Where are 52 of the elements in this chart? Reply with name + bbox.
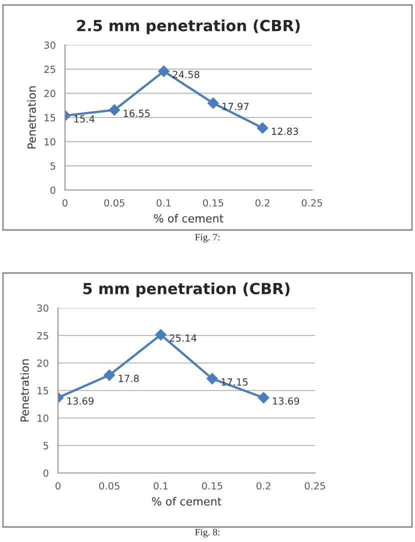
point: [206, 373, 218, 384]
y-tick-label: 30: [44, 41, 56, 49]
data-label: 13.69: [67, 397, 94, 405]
point: [256, 122, 268, 134]
x-tick-label: 0.15: [203, 199, 224, 207]
point: [155, 329, 166, 340]
x-tick-label: 0.25: [302, 199, 322, 207]
point: [108, 104, 120, 116]
point: [208, 98, 219, 109]
data-label: 16.55: [124, 110, 150, 117]
chart-title: 5 mm penetration (CBR): [83, 282, 290, 298]
y-tick-label: 10: [44, 138, 56, 146]
point: [258, 392, 270, 404]
data-label: 17.8: [118, 374, 139, 382]
x-tick-label: 0.05: [104, 199, 124, 207]
data-label: 15.4: [74, 115, 94, 123]
y-tick-label: 15: [38, 387, 48, 394]
data-label: 12.83: [272, 128, 298, 135]
data-label: 13.69: [273, 397, 300, 405]
x-tick-label: 0: [62, 199, 68, 207]
y-tick-label: 0: [43, 469, 48, 477]
x-tick-label: 0: [56, 482, 60, 490]
x-tick-label: 0.25: [304, 482, 325, 490]
x-tick-label: 0.1: [154, 482, 168, 490]
y-tick-label: 25: [37, 332, 48, 340]
point: [104, 369, 116, 381]
y-tick-label: 20: [37, 359, 48, 367]
y-tick-label: 0: [50, 186, 56, 194]
x-tick-label: 0.05: [99, 482, 120, 490]
chart-title: 2.5 mm penetration (CBR): [77, 20, 300, 34]
caption: Fig. 8:: [195, 528, 220, 538]
data-label: 17.97: [222, 102, 249, 110]
x-tick-label: 0.2: [256, 199, 270, 207]
y-tick-label: 20: [44, 90, 56, 98]
x-tick-label: 0.2: [256, 482, 270, 490]
y-tick-label: 5: [50, 162, 56, 170]
y-tick-label: 15: [44, 114, 56, 122]
y-axis-title: Penetration: [20, 359, 29, 422]
x-axis-title: % of cement: [154, 214, 224, 223]
y-tick-label: 10: [38, 414, 48, 422]
x-tick-label: 0.15: [202, 482, 222, 490]
y-tick-label: 5: [44, 442, 48, 450]
x-axis-title: % of cement: [152, 496, 222, 506]
point: [158, 66, 170, 77]
y-tick-label: 25: [44, 66, 56, 73]
data-label: 17.15: [222, 378, 248, 386]
y-axis-title: Penetration: [27, 86, 36, 148]
data-label: 25.14: [170, 334, 196, 342]
caption: Fig. 7:: [195, 234, 220, 242]
data-label: 24.58: [172, 70, 200, 78]
x-tick-label: 0.1: [156, 199, 171, 207]
y-tick-label: 30: [37, 304, 48, 312]
